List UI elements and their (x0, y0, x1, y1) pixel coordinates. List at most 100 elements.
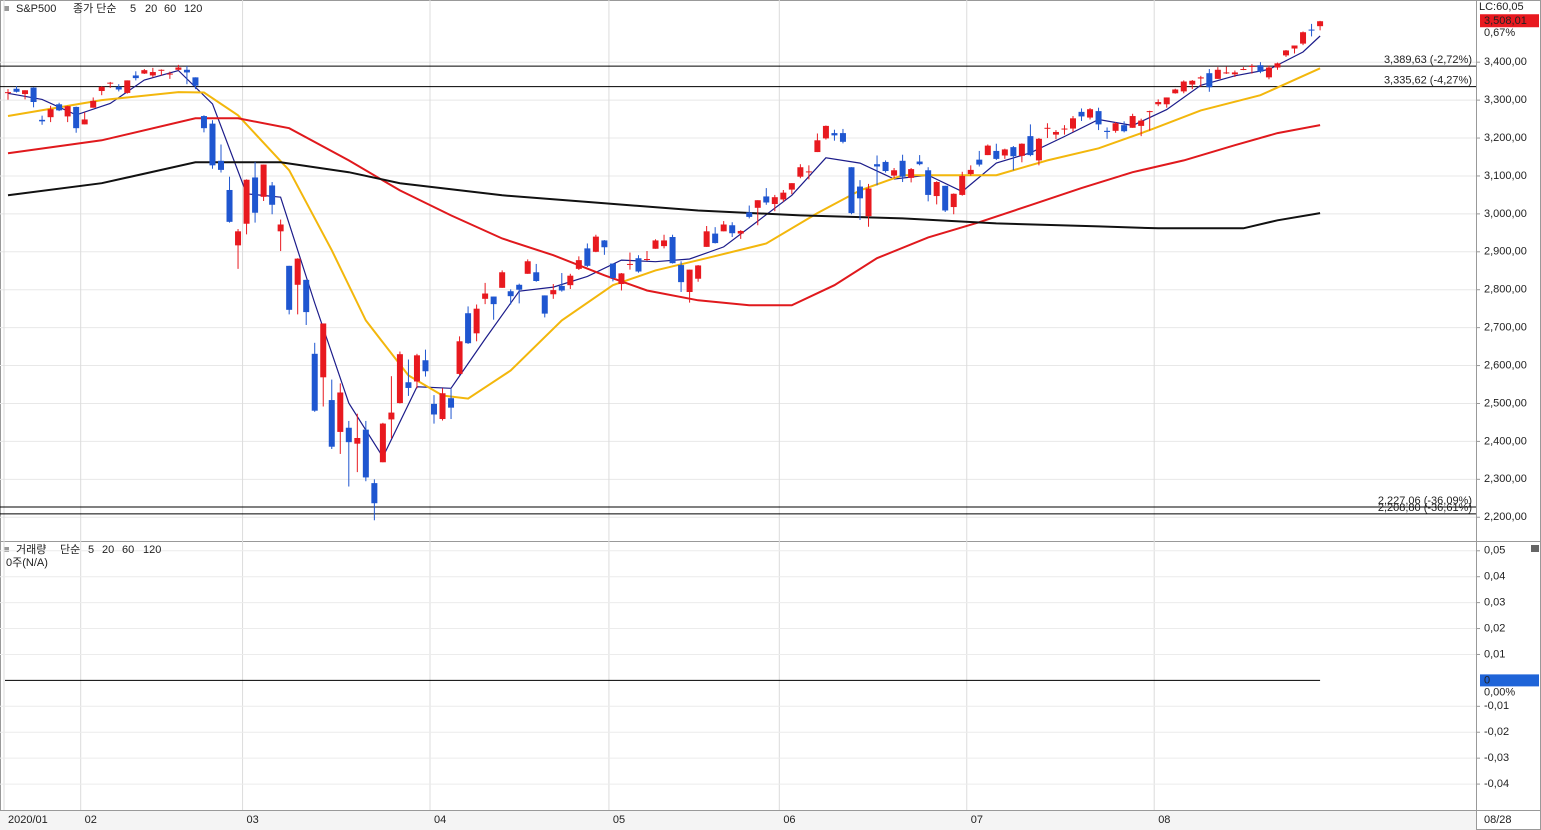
candle-body (678, 265, 685, 283)
candle-body (814, 140, 821, 153)
x-tick-label: 07 (971, 814, 983, 826)
candle-body (243, 179, 250, 224)
candle-body (371, 483, 378, 504)
candle-body (362, 429, 369, 478)
close-label: 3,508,01 (1484, 15, 1527, 27)
candle-body (942, 185, 949, 211)
candle-body (516, 284, 523, 290)
candle-body (166, 73, 173, 75)
candle-body (149, 72, 156, 76)
candle-body (601, 240, 608, 248)
candle-body (1061, 128, 1068, 130)
ma-line (7, 161, 1321, 230)
x-tick-label: 03 (247, 814, 259, 826)
candle-body (1231, 72, 1238, 75)
ma-line (7, 117, 1321, 307)
candle-body (959, 175, 966, 195)
candle-body (763, 196, 770, 203)
candle-body (1155, 102, 1162, 105)
y-tick-label: 3,000,00 (1484, 208, 1527, 220)
y-tick-label: 2,900,00 (1484, 246, 1527, 258)
candle-body (1189, 80, 1196, 85)
candle-body (524, 261, 531, 274)
y-tick-label: 0,01 (1484, 648, 1505, 660)
candle-body (626, 263, 633, 265)
candle-body (805, 171, 812, 173)
y-tick-label: -0,01 (1484, 700, 1509, 712)
candle-body (30, 87, 37, 103)
candle-body (618, 273, 625, 285)
y-tick-label: 3,300,00 (1484, 94, 1527, 106)
candle-body (865, 188, 872, 217)
candle-body (567, 275, 574, 286)
legend-entry: 5 (130, 3, 136, 15)
candle-body (1095, 111, 1102, 125)
ma-line (7, 67, 1321, 400)
y-tick-label: 2,200,00 (1484, 511, 1527, 523)
candle-body (286, 265, 293, 310)
legend-label: 종가 단순 (73, 2, 117, 15)
candle-body (354, 437, 361, 444)
candle-body (533, 272, 540, 281)
reference-label: 3,335,62 (-4,27%) (1384, 75, 1472, 87)
change-label: 0,67% (1484, 27, 1515, 39)
candle-body (345, 427, 352, 443)
candle-body (328, 400, 335, 447)
candle-body (874, 164, 881, 167)
candle-body (320, 323, 327, 378)
candle-body (431, 403, 437, 415)
x-tick-label: 05 (613, 814, 625, 826)
y-tick-label: 3,100,00 (1484, 170, 1527, 182)
candle-body (311, 353, 318, 411)
candle-body (720, 224, 727, 232)
candle-body (465, 313, 472, 344)
x-tick-label: 04 (434, 814, 446, 826)
candle-body (5, 92, 11, 94)
x-tick-label: 08 (1158, 814, 1170, 826)
candle-body (737, 230, 744, 234)
candle-body (1214, 69, 1221, 79)
candle-body (98, 86, 105, 92)
candle-body (950, 193, 957, 208)
candle-body (39, 119, 46, 122)
candle-body (73, 106, 80, 129)
candle-body (848, 167, 855, 214)
candle-body (891, 170, 898, 176)
candle-body (695, 265, 702, 279)
candle-body (1112, 123, 1119, 131)
candle-body (396, 354, 403, 404)
y-tick-label: 3,400,00 (1484, 56, 1527, 68)
candle-body (669, 237, 676, 264)
candle-body (183, 69, 190, 73)
candle-body (252, 177, 259, 213)
candle-body (686, 269, 693, 292)
candle-body (933, 182, 940, 197)
candle-body (1206, 73, 1213, 88)
candle-body (925, 170, 932, 195)
y-tick-label: -0,04 (1484, 778, 1509, 790)
x-tick-label: 2020/01 (8, 814, 48, 826)
candle-body (47, 109, 54, 118)
y-tick-label: 0,05 (1484, 545, 1505, 557)
x-tick-label: 02 (85, 814, 97, 826)
candle-body (1070, 118, 1076, 129)
value-label: 0 (1484, 674, 1490, 686)
candle-body (1044, 127, 1051, 129)
candle-body (1001, 149, 1008, 156)
candle-body (1121, 125, 1128, 132)
candle-body (456, 341, 463, 374)
reference-label: 3,389,63 (-2,72%) (1384, 54, 1472, 66)
legend-entry: 20 (102, 544, 114, 556)
candle-body (857, 186, 863, 199)
candle-body (780, 192, 787, 200)
candle-body (132, 75, 139, 79)
candle-body (1078, 111, 1085, 117)
x-tick-label: 06 (783, 814, 795, 826)
candle-body (661, 240, 668, 247)
candle-body (1163, 97, 1170, 105)
legend-entry: 120 (184, 3, 202, 15)
candle-body (260, 164, 267, 197)
y-tick-label: 2,500,00 (1484, 397, 1527, 409)
candle-body (1265, 67, 1272, 78)
y-tick-label: -0,03 (1484, 752, 1509, 764)
